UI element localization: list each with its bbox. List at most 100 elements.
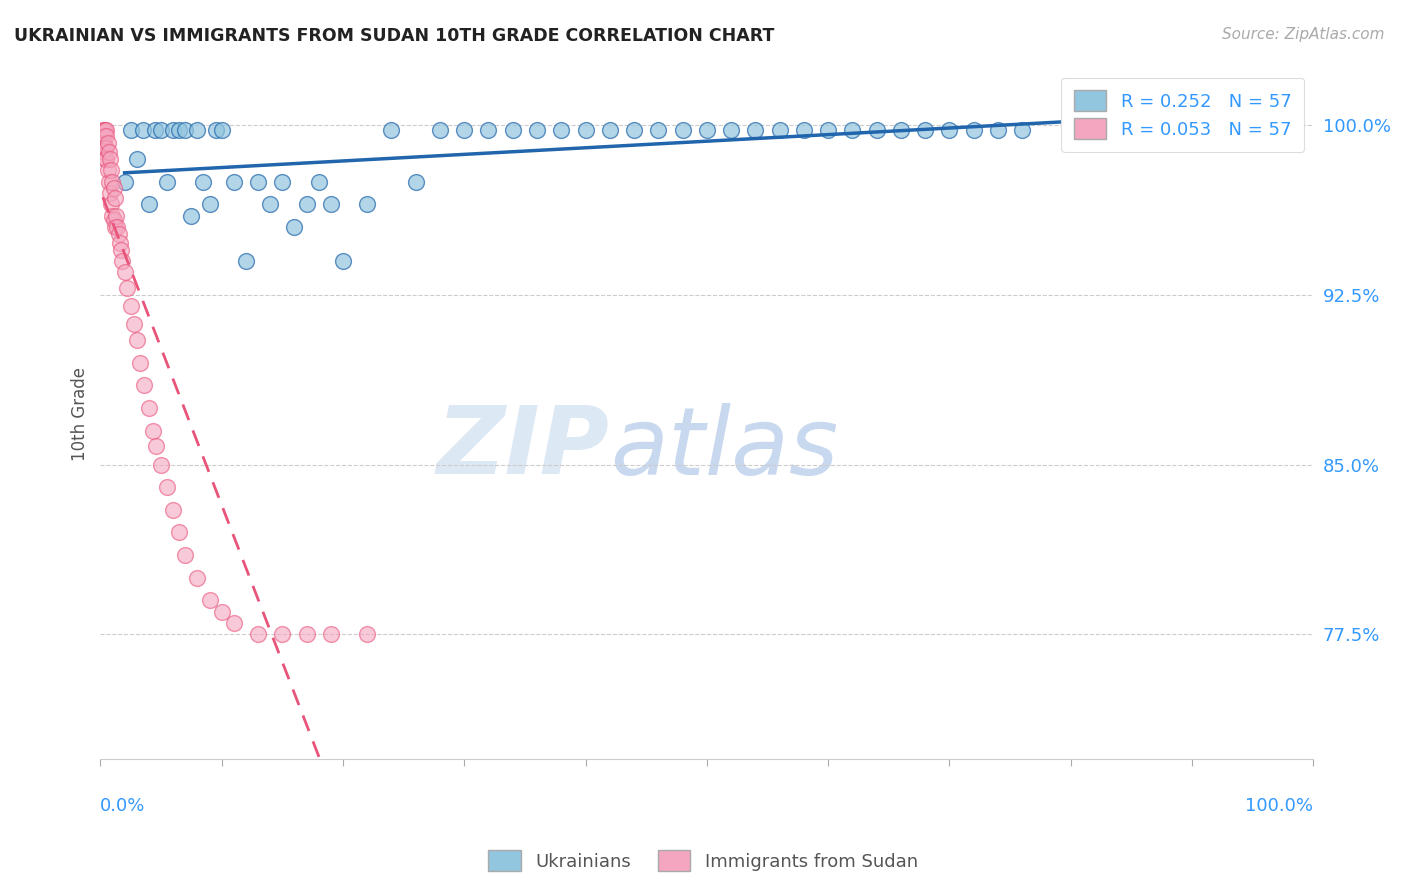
Point <box>198 197 221 211</box>
Point <box>647 122 669 136</box>
Point <box>671 122 693 136</box>
Point <box>125 152 148 166</box>
Point <box>93 122 115 136</box>
Point <box>356 197 378 211</box>
Point <box>186 122 208 136</box>
Point <box>100 197 122 211</box>
Point <box>1181 122 1204 136</box>
Point <box>96 129 118 144</box>
Point <box>623 122 645 136</box>
Point <box>1011 122 1033 136</box>
Point <box>308 175 330 189</box>
Point <box>222 175 245 189</box>
Text: Source: ZipAtlas.com: Source: ZipAtlas.com <box>1222 27 1385 42</box>
Point <box>793 122 815 136</box>
Legend: R = 0.252   N = 57, R = 0.053   N = 57: R = 0.252 N = 57, R = 0.053 N = 57 <box>1062 78 1305 152</box>
Point <box>98 152 121 166</box>
Text: ZIP: ZIP <box>437 402 610 494</box>
Point <box>841 122 863 136</box>
Point <box>120 299 142 313</box>
Point <box>247 627 270 641</box>
Point <box>295 627 318 641</box>
Point <box>104 219 127 234</box>
Point <box>138 401 160 415</box>
Point <box>162 503 184 517</box>
Point <box>101 209 124 223</box>
Point <box>114 265 136 279</box>
Point <box>101 175 124 189</box>
Y-axis label: 10th Grade: 10th Grade <box>72 367 89 460</box>
Point <box>453 122 475 136</box>
Point <box>132 378 155 392</box>
Text: atlas: atlas <box>610 402 838 493</box>
Point <box>817 122 839 136</box>
Point <box>114 175 136 189</box>
Point <box>115 281 138 295</box>
Point <box>550 122 572 136</box>
Point <box>429 122 451 136</box>
Point <box>91 136 114 151</box>
Point <box>138 197 160 211</box>
Point <box>97 136 120 151</box>
Legend: Ukrainians, Immigrants from Sudan: Ukrainians, Immigrants from Sudan <box>481 843 925 879</box>
Point <box>156 480 179 494</box>
Point <box>103 213 125 227</box>
Point <box>477 122 499 136</box>
Point <box>93 145 115 160</box>
Point <box>132 122 155 136</box>
Point <box>125 333 148 347</box>
Point <box>129 356 152 370</box>
Point <box>890 122 912 136</box>
Point <box>97 145 120 160</box>
Point <box>768 122 790 136</box>
Point <box>107 227 129 241</box>
Point <box>720 122 742 136</box>
Point <box>143 122 166 136</box>
Point <box>97 163 120 178</box>
Point <box>599 122 621 136</box>
Point <box>405 175 427 189</box>
Point <box>124 318 146 332</box>
Point <box>295 197 318 211</box>
Point <box>94 152 117 166</box>
Text: 100.0%: 100.0% <box>1246 797 1313 814</box>
Point <box>104 190 127 204</box>
Point <box>987 122 1010 136</box>
Point <box>938 122 960 136</box>
Point <box>574 122 596 136</box>
Point <box>235 253 257 268</box>
Point <box>502 122 524 136</box>
Point <box>204 122 226 136</box>
Point <box>174 548 197 562</box>
Point <box>1278 122 1301 136</box>
Point <box>150 122 173 136</box>
Text: 0.0%: 0.0% <box>100 797 146 814</box>
Point <box>98 186 121 200</box>
Point <box>356 627 378 641</box>
Point <box>865 122 887 136</box>
Point <box>193 175 215 189</box>
Point <box>186 571 208 585</box>
Point <box>110 243 132 257</box>
Point <box>271 627 294 641</box>
Point <box>150 458 173 472</box>
Point <box>162 122 184 136</box>
Point <box>96 152 118 166</box>
Point <box>319 627 342 641</box>
Point <box>380 122 402 136</box>
Point <box>271 175 294 189</box>
Point <box>696 122 718 136</box>
Point <box>167 122 190 136</box>
Point <box>105 209 128 223</box>
Point <box>97 175 120 189</box>
Point <box>211 605 233 619</box>
Point <box>211 122 233 136</box>
Point <box>120 122 142 136</box>
Point <box>105 219 128 234</box>
Point <box>100 163 122 178</box>
Text: UKRAINIAN VS IMMIGRANTS FROM SUDAN 10TH GRADE CORRELATION CHART: UKRAINIAN VS IMMIGRANTS FROM SUDAN 10TH … <box>14 27 775 45</box>
Point <box>914 122 936 136</box>
Point <box>145 440 167 454</box>
Point <box>319 197 342 211</box>
Point <box>91 129 114 144</box>
